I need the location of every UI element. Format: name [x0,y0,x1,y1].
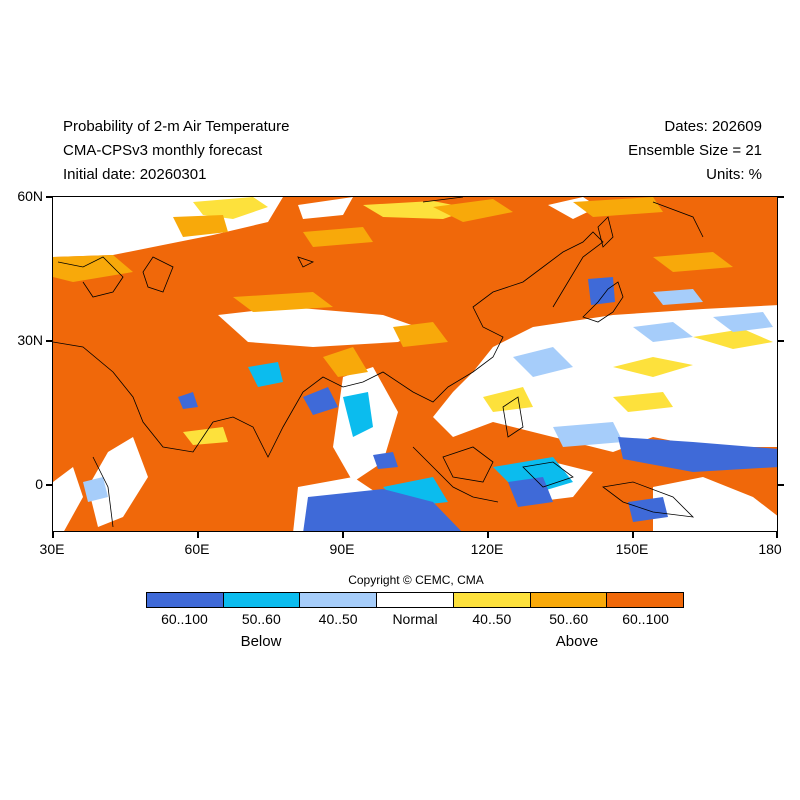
legend-label: Normal [392,611,438,627]
legend-swatch-above-50-60 [530,593,608,607]
lon-label-180: 180 [758,541,782,557]
legend-swatch-above-40-50 [453,593,531,607]
initial-date: Initial date: 20260301 [63,166,207,183]
lon-label-150e: 150E [615,541,649,557]
lon-tick [487,532,489,538]
lat-tick-right [778,484,784,486]
lat-label-30n: 30N [17,332,43,348]
legend-label: 60..100 [622,611,669,627]
lat-label-0: 0 [35,476,43,492]
legend-label: 50..60 [549,611,589,627]
lon-tick [342,532,344,538]
lat-tick [46,484,52,486]
lat-tick [46,196,52,198]
above-40-50-regions [183,197,773,445]
chart-title: Probability of 2-m Air Temperature [63,118,290,135]
lon-tick [632,532,634,538]
lon-tick [776,532,778,538]
legend-label: 60..100 [161,611,208,627]
legend-swatch-below-50-60 [223,593,301,607]
lat-label-60n: 60N [17,188,43,204]
lon-label-60e: 60E [184,541,210,557]
units-label: Units: % [706,166,762,183]
lon-tick [52,532,54,538]
legend-swatch-normal [377,593,454,607]
legend-swatch-below-60-100 [147,593,224,607]
copyright-text: Copyright © CEMC, CMA [348,573,484,587]
legend-above-label: Above [555,633,599,650]
forecast-dates: Dates: 202609 [664,118,762,135]
chart-subtitle: CMA-CPSv3 monthly forecast [63,142,263,159]
legend-label: 40..50 [472,611,512,627]
lon-label-30e: 30E [39,541,65,557]
lon-label-90e: 90E [329,541,355,557]
probability-map [52,196,778,532]
legend-label: 40..50 [318,611,358,627]
map-field [53,197,777,531]
legend-swatch-below-40-50 [300,593,378,607]
legend-labels: 60..100 50..60 40..50 Normal 40..50 50..… [146,611,684,627]
lat-tick [46,340,52,342]
coastlines [53,197,704,528]
below-40-50-regions [83,289,773,502]
legend-below-label: Below [240,633,282,650]
legend-swatch-above-60-100 [607,593,684,607]
lat-tick-right [778,340,784,342]
legend-colorbar [146,592,684,608]
below-60-100-regions [178,277,777,531]
legend-label: 50..60 [241,611,281,627]
lon-tick [197,532,199,538]
above-50-60-regions [53,197,733,377]
ensemble-size: Ensemble Size = 21 [628,142,762,159]
lon-label-120e: 120E [470,541,504,557]
lat-tick-right [778,196,784,198]
